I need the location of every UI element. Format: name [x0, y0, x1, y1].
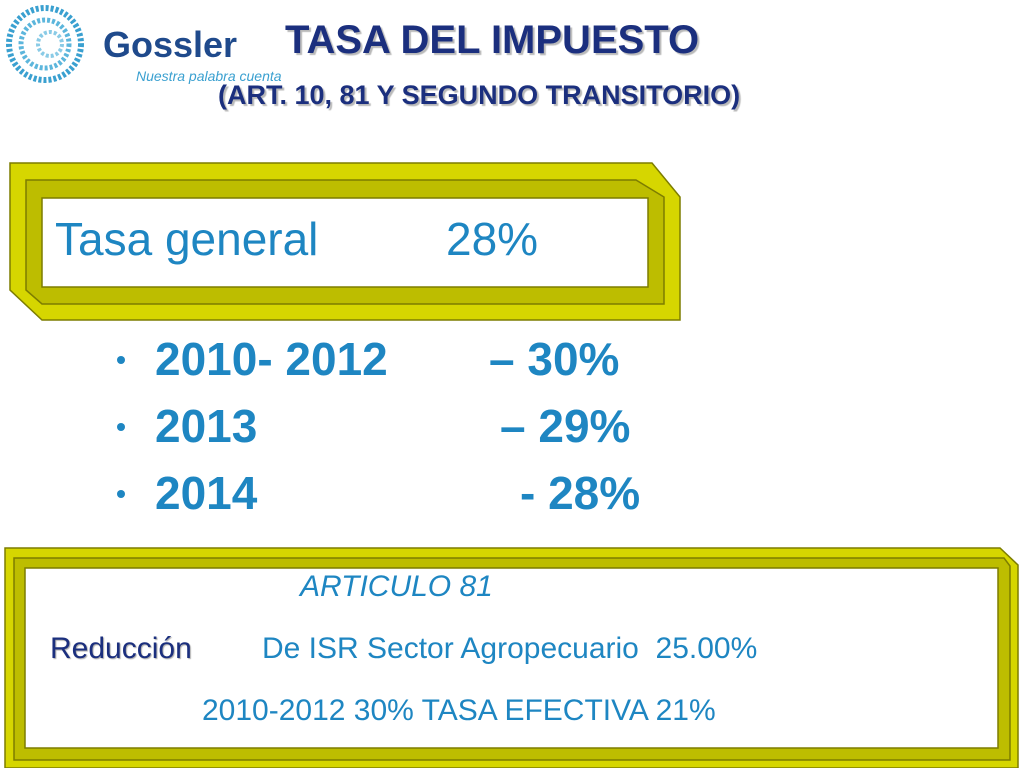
bullet-rate: – 29% — [500, 400, 631, 452]
logo-mark — [6, 5, 84, 83]
general-box-frame — [9, 162, 681, 321]
article-heading: ARTICULO 81 — [300, 570, 493, 603]
bullet-period: 2013 — [155, 400, 258, 452]
article-keyword: Reducción — [50, 632, 192, 665]
title: TASA DEL IMPUESTO — [285, 18, 700, 62]
bullet-rate: – 30% — [489, 333, 620, 385]
general-rate: 28% — [446, 213, 539, 265]
bullet-rate: - 28% — [520, 467, 641, 519]
general-label: Tasa general — [55, 213, 319, 265]
article-note: 2010-2012 30% TASA EFECTIVA 21% — [202, 694, 716, 727]
article-box-frame — [4, 547, 1019, 768]
subtitle: (ART. 10, 81 Y SEGUNDO TRANSITORIO) — [218, 80, 741, 110]
article-text: De ISR Sector Agropecuario 25.00% — [262, 632, 758, 665]
logo-name: Gossler — [103, 24, 238, 65]
bullet-dots — [117, 356, 125, 498]
bullet-period: 2014 — [155, 467, 258, 519]
logo-tagline: Nuestra palabra cuenta — [136, 68, 282, 84]
bullet-period: 2010- 2012 — [155, 333, 388, 385]
